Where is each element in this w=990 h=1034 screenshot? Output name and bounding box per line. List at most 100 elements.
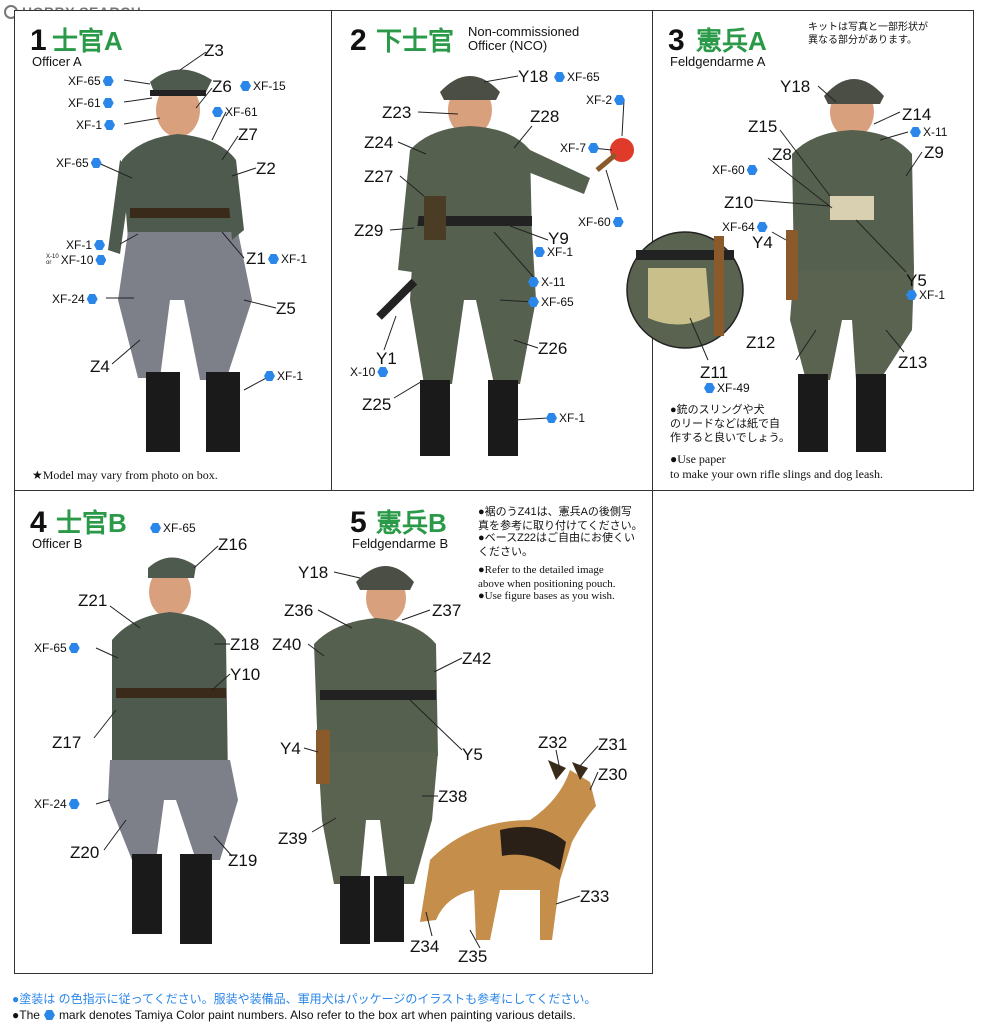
paint-hex-icon [704,383,715,393]
part-label: Z35 [458,947,488,966]
part-label: Z24 [364,133,394,152]
paint-hex-icon [612,217,624,227]
part-label: Y1 [376,349,397,368]
part-label: Z28 [530,107,560,126]
color-label: XF-24 [34,798,80,810]
part-label: Z19 [228,851,258,870]
color-label: XF-1 [546,412,585,424]
paint-hex-icon [910,127,921,137]
paint-hex-icon [614,95,626,105]
paint-hex-icon [212,107,223,117]
color-label: X-11 [910,126,947,138]
part-label: Z17 [52,733,82,752]
part-label: Z34 [410,937,440,956]
color-label: XF-1 [76,119,116,131]
panel-1-note: ★Model may vary from photo on box. [32,468,218,482]
part-label: Z9 [924,143,944,162]
part-label: Z38 [438,787,468,806]
part-label: Z6 [212,77,232,96]
color-label: XF-1 [906,289,945,301]
color-label: XF-1 [264,370,303,382]
figure-feldgendarme-a [786,79,914,452]
paint-hex-icon [102,98,114,108]
color-label: XF-61 [212,106,258,118]
figure-officer-a [108,69,252,452]
part-label: Y18 [518,67,549,86]
paint-hex-icon [377,367,389,377]
part-label: Z4 [90,357,110,376]
figure-officer-b [108,557,238,944]
inset-detail-pouch [626,231,744,349]
panel-4-title-en: Officer B [32,536,83,551]
color-label: X-11 [528,276,565,288]
paint-hex-icon [43,1010,55,1020]
figure-nco [376,76,634,456]
footer-en: ●The mark denotes Tamiya Color paint num… [12,1008,576,1022]
part-label: Z20 [70,843,100,862]
figure-feldgendarme-b [314,566,438,944]
color-label: XF-1 [66,239,106,251]
footer-en-text: mark denotes Tamiya Color paint numbers.… [58,1008,576,1022]
part-label: Z29 [354,221,384,240]
part-label: Z13 [898,353,928,372]
color-label: XF-2 [586,94,626,106]
color-label: XF-61 [68,97,114,109]
part-label: Z39 [278,829,308,848]
paint-hex-icon [268,254,279,264]
part-label: Z42 [462,649,492,668]
part-label: Z10 [724,193,754,212]
panel-3-note-jp: ●銃のスリングや犬 のリードなどは紙で自 作すると良いでしょう。 [670,404,791,444]
panel-2-title-en: Non-commissioned Officer (NCO) [468,24,580,54]
color-label: XF-65 [554,71,600,83]
part-label: Y4 [752,233,773,252]
part-label: Y10 [230,665,261,684]
part-label: Z23 [382,103,412,122]
color-label: XF-65 [150,522,196,534]
panel-1-title-en: Officer A [32,54,82,69]
paint-hex-icon [534,247,545,257]
part-label: Z1 [246,249,266,268]
color-label: XF-60 [712,164,758,176]
part-label: Z33 [580,887,610,906]
panel-3-number: 3 [668,24,685,57]
paint-hex-icon [588,143,600,153]
panel-3-title-en: Feldgendarme A [670,54,766,69]
paint-hex-icon [104,120,116,130]
panel-2-title-jp: 下士官 [376,26,455,56]
color-label: X-10 [350,366,389,378]
part-label: Z12 [746,333,776,352]
panel-1-number: 1 [30,24,47,57]
panel-4-number: 4 [30,506,47,539]
part-label: Y18 [780,77,811,96]
part-label: Z15 [748,117,778,136]
paint-hex-icon [756,222,768,232]
part-label: Y18 [298,563,329,582]
paint-hex-icon [264,371,275,381]
paint-hex-icon [68,799,80,809]
paint-hex-icon [150,523,161,533]
color-label: X-10 or XF-10 [46,254,107,266]
paint-hex-icon [86,294,98,304]
part-label: Z5 [276,299,296,318]
color-label: XF-1 [534,246,573,258]
paint-hex-icon [554,72,565,82]
part-label: Z2 [256,159,276,178]
panel-5-title-en: Feldgendarme B [352,536,449,551]
part-label: Z3 [204,41,224,60]
footer-jp: ●塗装は の色指示に従ってください。服装や装備品、軍用犬はパッケージのイラストも… [12,992,597,1006]
color-label: XF-49 [704,382,750,394]
paint-hex-icon [528,277,539,287]
paint-hex-icon [102,76,114,86]
paint-hex-icon [746,165,758,175]
paint-hex-icon [240,81,251,91]
part-label: Z14 [902,105,932,124]
paint-hex-icon [546,413,557,423]
part-label: Z31 [598,735,628,754]
color-label: XF-64 [722,221,768,233]
part-label: Z18 [230,635,260,654]
panel-5-note-en-2: ●Use figure bases as you wish. [478,590,615,602]
color-label: XF-65 [34,642,80,654]
paint-hex-icon [94,240,106,250]
paint-hex-icon [528,297,539,307]
